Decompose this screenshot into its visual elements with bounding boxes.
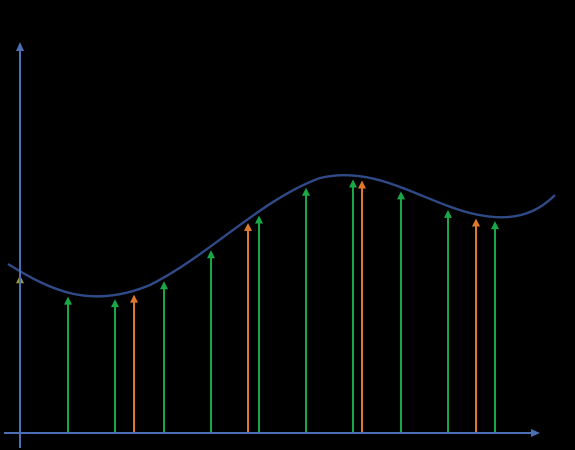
sample-arrow-head [111,299,119,308]
sample-arrow-head [491,221,499,230]
sample-arrow-head [244,222,252,231]
sample-arrow-head [397,191,405,200]
sample-arrow-head [472,218,480,227]
sample-arrow-head [207,250,215,259]
sample-arrow-head [255,215,263,224]
function-curve [7,173,556,298]
sample-arrow-head [130,294,138,303]
sample-arrow-head [64,296,72,305]
sample-arrow-head [160,281,168,290]
sample-arrow-head [358,180,366,189]
sample-arrow-head [349,179,357,188]
sample-arrow-head [444,209,452,218]
sample-arrows [16,179,499,433]
sample-arrow-head [302,187,310,196]
